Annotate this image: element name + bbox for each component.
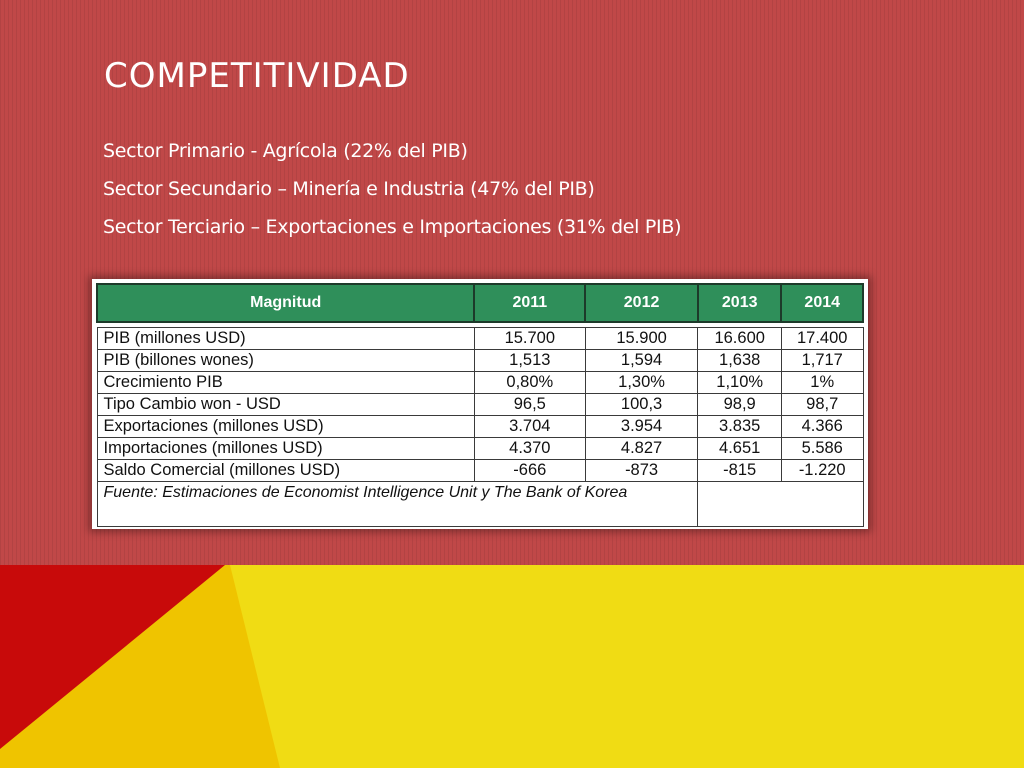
row-label: PIB (billones wones) xyxy=(96,349,475,372)
cell-2011: 96,5 xyxy=(473,393,586,416)
table-row: Crecimiento PIB 0,80% 1,30% 1,10% 1% xyxy=(96,371,864,394)
economic-table-card: Magnitud 2011 2012 2013 2014 PIB (millon… xyxy=(92,279,868,529)
header-2011: 2011 xyxy=(473,283,587,323)
cell-2012: 4.827 xyxy=(584,437,699,460)
cell-2011: -666 xyxy=(473,459,586,482)
economic-table: Magnitud 2011 2012 2013 2014 PIB (millon… xyxy=(95,283,864,527)
table-row: Importaciones (millones USD) 4.370 4.827… xyxy=(96,437,864,460)
table-row: PIB (millones USD) 15.700 15.900 16.600 … xyxy=(96,327,864,350)
cell-2014: -1.220 xyxy=(780,459,864,482)
cell-2013: 1,10% xyxy=(697,371,782,394)
bullet-item: Sector Primario - Agrícola (22% del PIB) xyxy=(103,140,468,162)
cell-2014: 98,7 xyxy=(780,393,864,416)
row-label: Exportaciones (millones USD) xyxy=(96,415,475,438)
cell-2014: 17.400 xyxy=(780,327,864,350)
cell-2013: -815 xyxy=(697,459,782,482)
cell-2011: 1,513 xyxy=(473,349,586,372)
bullet-list: Sector Primario - Agrícola (22% del PIB)… xyxy=(103,132,682,246)
header-2012: 2012 xyxy=(584,283,699,323)
row-label: Tipo Cambio won - USD xyxy=(96,393,475,416)
row-label: Saldo Comercial (millones USD) xyxy=(96,459,475,482)
header-2014: 2014 xyxy=(780,283,864,323)
cell-2012: 15.900 xyxy=(584,327,699,350)
cell-2013: 98,9 xyxy=(697,393,782,416)
table-source-row: Fuente: Estimaciones de Economist Intell… xyxy=(96,481,864,527)
table-source-note: Fuente: Estimaciones de Economist Intell… xyxy=(96,481,699,527)
cell-2011: 0,80% xyxy=(473,371,586,394)
cell-2011: 4.370 xyxy=(473,437,586,460)
row-label: Crecimiento PIB xyxy=(96,371,475,394)
cell-2013: 4.651 xyxy=(697,437,782,460)
header-magnitud: Magnitud xyxy=(95,283,476,323)
cell-2013: 3.835 xyxy=(697,415,782,438)
header-2013: 2013 xyxy=(696,283,783,323)
cell-2012: 3.954 xyxy=(584,415,699,438)
cell-2011: 15.700 xyxy=(473,327,586,350)
row-label: PIB (millones USD) xyxy=(96,327,475,350)
bullet-item: Sector Terciario – Exportaciones e Impor… xyxy=(103,216,682,238)
cell-2013: 1,638 xyxy=(697,349,782,372)
empty-cell xyxy=(697,481,864,527)
table-row: PIB (billones wones) 1,513 1,594 1,638 1… xyxy=(96,349,864,372)
cell-2012: 1,594 xyxy=(584,349,699,372)
table-row: Exportaciones (millones USD) 3.704 3.954… xyxy=(96,415,864,438)
cell-2014: 5.586 xyxy=(780,437,864,460)
table-row: Saldo Comercial (millones USD) -666 -873… xyxy=(96,459,864,482)
table-row: Tipo Cambio won - USD 96,5 100,3 98,9 98… xyxy=(96,393,864,416)
cell-2014: 1,717 xyxy=(780,349,864,372)
bullet-item: Sector Secundario – Minería e Industria … xyxy=(103,178,595,200)
slide-title: COMPETITIVIDAD xyxy=(104,56,410,96)
cell-2012: -873 xyxy=(584,459,699,482)
cell-2014: 4.366 xyxy=(780,415,864,438)
table-header-row: Magnitud 2011 2012 2013 2014 xyxy=(95,283,864,323)
cell-2014: 1% xyxy=(780,371,864,394)
cell-2013: 16.600 xyxy=(697,327,782,350)
decorative-bottom-band xyxy=(0,565,1024,768)
row-label: Importaciones (millones USD) xyxy=(96,437,475,460)
cell-2012: 1,30% xyxy=(584,371,699,394)
band-red-triangle xyxy=(0,565,225,749)
cell-2011: 3.704 xyxy=(473,415,586,438)
cell-2012: 100,3 xyxy=(584,393,699,416)
